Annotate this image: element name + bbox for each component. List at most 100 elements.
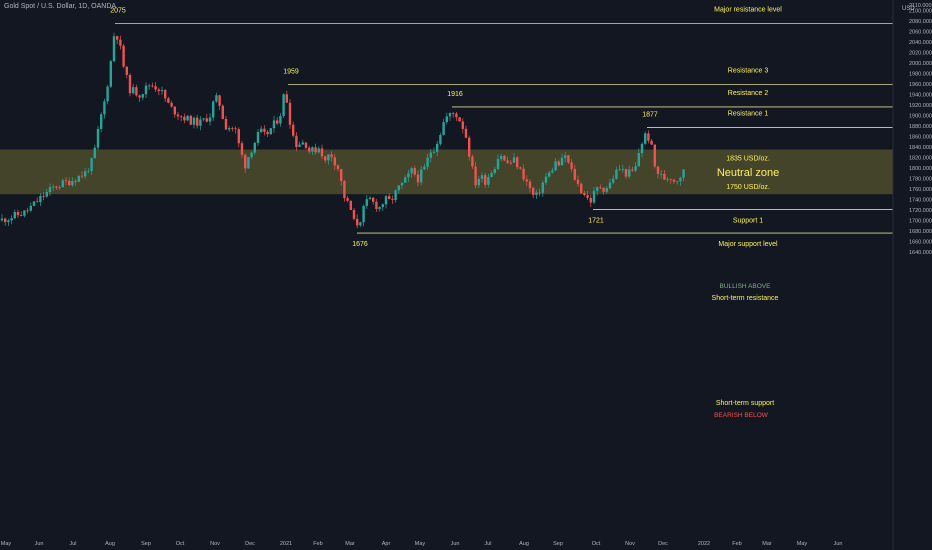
candle-body xyxy=(480,175,484,179)
candle-body xyxy=(554,161,557,171)
candle-body xyxy=(272,120,276,129)
candle-body xyxy=(410,168,413,174)
candle-body xyxy=(138,95,141,98)
candle-body xyxy=(388,196,391,200)
candle-body xyxy=(90,158,93,171)
candle-body xyxy=(324,156,327,161)
candle-body xyxy=(372,197,375,202)
candle-body xyxy=(215,95,218,102)
candle-body xyxy=(356,218,359,226)
x-tick-label: 2021 xyxy=(280,541,292,547)
candle-body xyxy=(458,117,461,122)
chart-header: Gold Spot / U.S. Dollar, 1D, OANDA xyxy=(4,3,117,10)
candle-body xyxy=(45,192,48,197)
candle-body xyxy=(445,116,448,123)
candle-body xyxy=(221,105,224,119)
candle-body xyxy=(298,144,301,147)
candle-body xyxy=(231,128,234,129)
x-tick-label: Aug xyxy=(519,541,529,547)
x-tick-label: Dec xyxy=(245,541,255,547)
candle-body xyxy=(308,147,311,152)
candle-body xyxy=(183,116,186,121)
candle-body xyxy=(247,157,250,169)
level-value-resistance-1: 1877 xyxy=(642,111,658,118)
candle-body xyxy=(496,158,500,170)
x-tick-label: Sep xyxy=(141,541,151,547)
candle-body xyxy=(39,195,42,203)
candle-body xyxy=(74,180,77,182)
candle-body xyxy=(151,85,154,87)
candle-body xyxy=(637,153,640,167)
candle-body xyxy=(631,169,634,171)
candle-body xyxy=(4,218,7,223)
candle-body xyxy=(426,157,429,167)
levels: Major resistance level 2075 Resistance 3 19… xyxy=(110,6,893,248)
candle-body xyxy=(52,186,55,188)
candle-body xyxy=(615,169,618,179)
candle-body xyxy=(103,101,106,115)
candle-body xyxy=(64,180,68,182)
x-tick-label: Sep xyxy=(553,541,563,547)
candle-body xyxy=(487,177,490,185)
candle-body xyxy=(164,89,167,99)
short-term-resistance-label: Short-term resistance xyxy=(712,295,779,302)
candle-body xyxy=(573,168,576,180)
candle-body xyxy=(512,157,516,163)
y-tick-label: 1940.000 xyxy=(909,92,932,98)
candle-body xyxy=(605,188,608,192)
candle-body xyxy=(212,101,215,118)
candles xyxy=(0,32,685,229)
candle-body xyxy=(490,172,493,178)
x-tick-label: Feb xyxy=(732,541,741,547)
candle-body xyxy=(122,45,125,67)
y-tick-label: 1780.000 xyxy=(909,176,932,182)
candle-body xyxy=(519,167,522,169)
level-name-major-resistance-level: Major resistance level xyxy=(714,6,782,13)
candle-body xyxy=(471,156,474,167)
candle-body xyxy=(589,197,592,203)
candle-body xyxy=(442,122,445,136)
candle-body xyxy=(135,87,138,96)
candle-body xyxy=(173,106,176,115)
candle-body xyxy=(391,199,394,200)
candle-body xyxy=(269,128,272,135)
candle-body xyxy=(48,187,52,193)
candle-body xyxy=(660,173,663,175)
candle-body xyxy=(378,206,381,209)
x-tick-label: May xyxy=(797,541,808,547)
candle-body xyxy=(199,119,202,126)
candle-body xyxy=(80,175,84,177)
y-tick-label: 1660.000 xyxy=(909,239,932,245)
candle-body xyxy=(672,179,676,182)
candle-body xyxy=(656,166,660,174)
candle-body xyxy=(311,147,314,152)
candle-body xyxy=(468,137,471,157)
level-name-resistance-2: Resistance 2 xyxy=(728,90,769,97)
candle-body xyxy=(448,113,452,117)
candle-body xyxy=(564,155,567,158)
candle-body xyxy=(10,218,13,221)
annotations: BULLISH ABOVE Short-term resistance Short-… xyxy=(712,283,779,419)
y-tick-label: 1760.000 xyxy=(909,187,932,193)
candle-body xyxy=(375,201,378,209)
level-name-resistance-3: Resistance 3 xyxy=(728,67,769,74)
y-tick-label: 1820.000 xyxy=(909,155,932,161)
candle-body xyxy=(237,129,240,144)
candle-body xyxy=(16,211,20,216)
candle-body xyxy=(314,147,317,153)
candle-body xyxy=(676,181,679,183)
candle-body xyxy=(528,181,532,189)
zone-bottom-label: 1750 USD/oz. xyxy=(726,184,770,191)
candle-body xyxy=(301,142,304,145)
candle-body xyxy=(23,210,26,216)
candle-body xyxy=(596,187,599,191)
bullish-above-label: BULLISH ABOVE xyxy=(720,283,772,290)
candle-body xyxy=(679,177,682,182)
candle-body xyxy=(352,210,356,219)
candle-body xyxy=(336,165,340,170)
x-tick-label: Feb xyxy=(313,541,322,547)
candle-body xyxy=(330,154,333,158)
candle-body xyxy=(634,166,637,171)
y-tick-label: 2020.000 xyxy=(909,50,932,56)
